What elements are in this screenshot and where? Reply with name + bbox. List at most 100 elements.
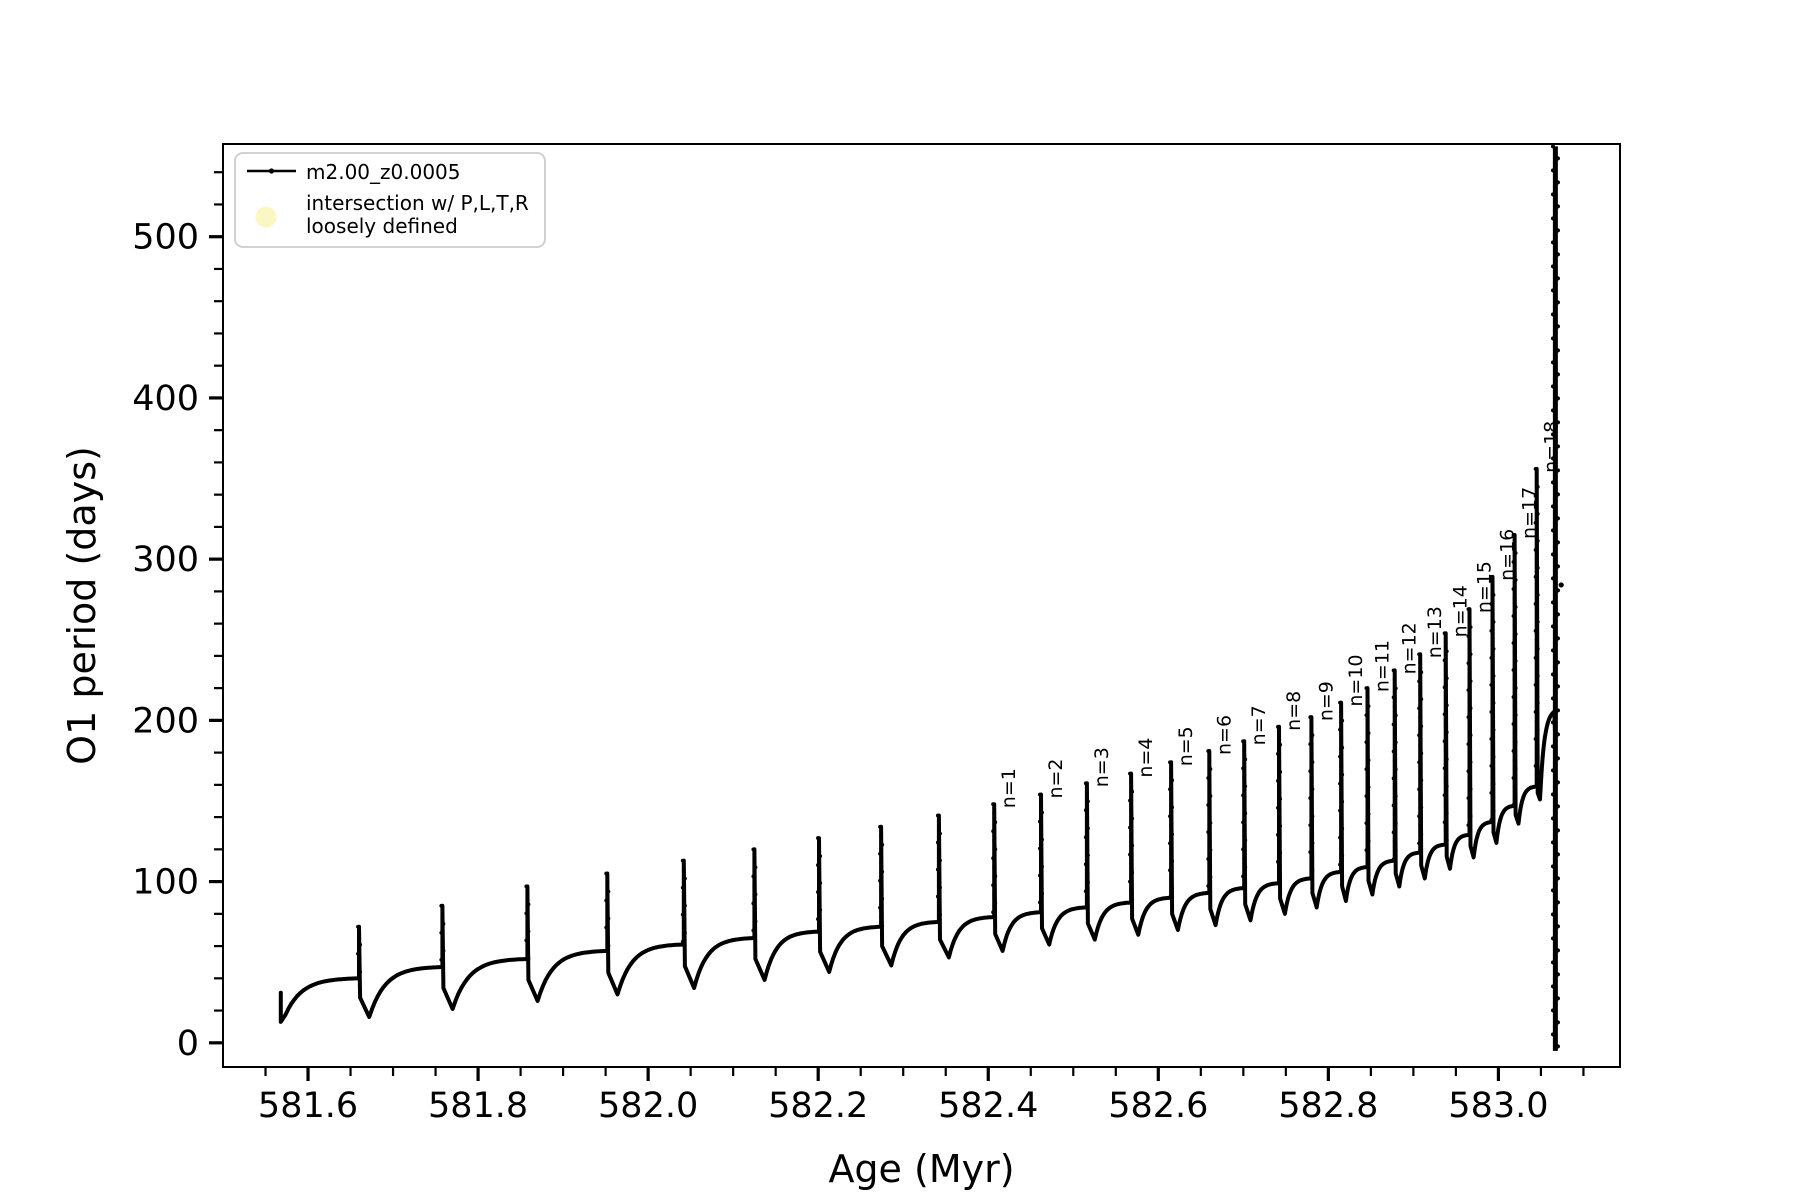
y-tick-label: 100 (132, 863, 199, 903)
data-point (1338, 835, 1342, 840)
pulse-annotation: n=6 (1213, 715, 1235, 755)
data-point (938, 831, 942, 836)
data-point (1511, 695, 1516, 699)
data-point (1535, 727, 1540, 732)
data-point (1366, 785, 1371, 790)
data-point (1550, 552, 1555, 557)
data-point (751, 901, 756, 906)
data-point (1278, 877, 1283, 882)
data-point (1243, 784, 1248, 789)
data-point (1533, 709, 1538, 714)
data-point (1550, 264, 1555, 269)
data-point (1391, 749, 1396, 754)
data-point (1513, 578, 1518, 582)
data-point (1309, 751, 1314, 756)
data-point (1419, 670, 1424, 675)
data-point (683, 930, 687, 935)
data-point (1309, 778, 1314, 783)
data-point (1534, 610, 1539, 615)
data-point (1340, 718, 1345, 723)
data-point (879, 887, 884, 892)
data-point (1491, 646, 1496, 651)
data-point (1207, 785, 1212, 789)
data-point (605, 907, 610, 912)
data-point (1391, 857, 1396, 862)
data-point (1338, 727, 1342, 732)
data-point (1277, 760, 1281, 765)
data-point (1555, 660, 1560, 665)
data-point (1039, 909, 1043, 914)
data-point (1129, 888, 1133, 893)
data-point (1206, 857, 1211, 861)
data-point (1555, 1044, 1560, 1049)
data-point (1243, 757, 1248, 762)
data-point (1308, 769, 1313, 774)
data-point (1040, 810, 1044, 815)
data-point (1511, 560, 1516, 564)
data-point (1039, 882, 1043, 887)
data-point (1170, 778, 1175, 783)
data-point (526, 929, 531, 934)
data-point (1130, 816, 1135, 821)
data-point (1392, 758, 1397, 763)
data-point (1037, 900, 1042, 905)
data-point (604, 898, 609, 903)
data-point (1491, 673, 1496, 678)
pulse-annotation: n=12 (1399, 622, 1421, 674)
data-point (1417, 760, 1421, 765)
data-point (1513, 551, 1518, 555)
data-point (1168, 841, 1172, 846)
data-point (1511, 614, 1516, 618)
data-point (1550, 840, 1555, 845)
data-point (1511, 668, 1516, 672)
data-point (1533, 493, 1538, 498)
data-point (1550, 192, 1555, 197)
data-point (1489, 763, 1494, 768)
data-point (1040, 864, 1044, 869)
data-point (1489, 655, 1494, 660)
data-point (1419, 778, 1424, 783)
data-point (358, 969, 363, 974)
data-point (1550, 912, 1555, 917)
data-point (1466, 796, 1471, 801)
data-point (1206, 749, 1211, 753)
data-point (1535, 538, 1540, 543)
data-point (1037, 873, 1042, 878)
data-point (1443, 775, 1448, 780)
pulse-annotation: n=4 (1135, 738, 1157, 778)
data-point (1555, 204, 1560, 209)
data-point (1555, 276, 1560, 281)
y-axis-label: O1 period (days) (60, 446, 104, 765)
data-point (992, 892, 997, 897)
pulse-annotation: n=8 (1283, 691, 1305, 731)
data-point (1242, 775, 1247, 780)
data-point (937, 903, 941, 908)
data-point (1555, 180, 1560, 185)
data-point (880, 869, 885, 874)
data-point (1128, 771, 1132, 776)
x-tick-label: 581.8 (428, 1086, 528, 1126)
data-point (1130, 897, 1135, 902)
data-point (524, 938, 529, 943)
data-point (1340, 826, 1345, 831)
data-point (524, 911, 529, 916)
data-point (1491, 619, 1496, 624)
data-point (1489, 574, 1494, 579)
data-point (1206, 776, 1211, 780)
data-point (1555, 780, 1560, 785)
data-point (1490, 691, 1495, 696)
data-point (1086, 799, 1090, 804)
data-point (525, 893, 530, 898)
data-point (1086, 853, 1090, 858)
data-point (1555, 588, 1560, 593)
data-point (440, 912, 445, 917)
data-point (1083, 889, 1088, 894)
data-point (526, 902, 531, 907)
data-point (604, 925, 609, 930)
data-point (439, 930, 444, 935)
data-point (991, 829, 995, 834)
data-point (1550, 816, 1555, 821)
data-point (818, 854, 823, 858)
data-point (816, 836, 820, 840)
data-point (1442, 658, 1447, 663)
